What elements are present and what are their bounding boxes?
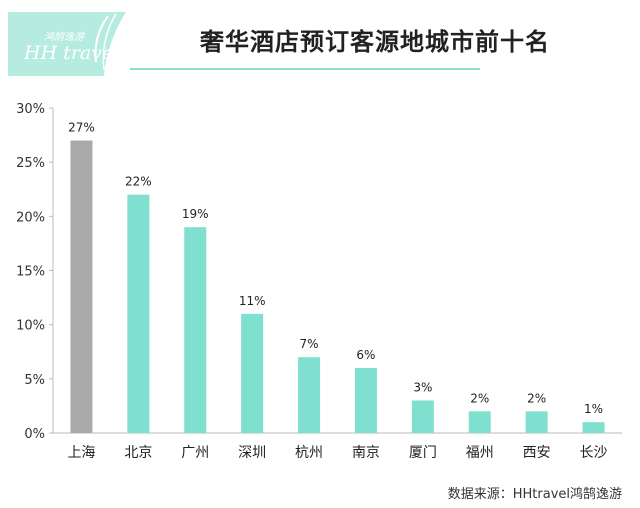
bar	[127, 194, 150, 433]
x-tick-label: 北京	[124, 445, 152, 461]
data-label: 27%	[68, 121, 95, 135]
data-label: 19%	[182, 207, 209, 221]
data-label: 7%	[300, 337, 319, 351]
x-tick-label: 厦门	[409, 445, 437, 461]
y-tick-label: 10%	[16, 319, 45, 334]
bar	[525, 411, 548, 433]
y-tick-label: 30%	[16, 102, 45, 117]
logo-shape	[8, 12, 126, 76]
data-label: 2%	[527, 391, 546, 405]
x-tick-label: 长沙	[580, 445, 608, 461]
y-tick-label: 5%	[24, 373, 45, 388]
x-tick-label: 南京	[352, 445, 380, 461]
y-tick-label: 15%	[16, 265, 45, 280]
data-label: 11%	[239, 294, 266, 308]
logo-subtitle: 鸿鹄逸游	[44, 32, 84, 43]
x-tick-label: 广州	[181, 445, 209, 461]
data-label: 3%	[413, 381, 432, 395]
x-tick-label: 深圳	[238, 445, 266, 461]
bar	[241, 313, 264, 433]
bar	[184, 227, 207, 433]
y-tick-label: 20%	[16, 210, 45, 225]
data-label: 6%	[356, 348, 375, 362]
title-underline	[130, 68, 480, 70]
bar	[70, 140, 93, 433]
page-title: 奢华酒店预订客源地城市前十名	[200, 28, 550, 56]
bar	[411, 400, 434, 433]
data-label: 22%	[125, 175, 152, 189]
bar	[582, 422, 605, 433]
source-note: 数据来源：HHtravel鸿鹄逸游	[447, 487, 622, 502]
data-label: 1%	[584, 402, 603, 416]
logo-name: HH travel	[24, 42, 120, 64]
x-tick-label: 福州	[466, 445, 494, 461]
x-tick-label: 杭州	[295, 445, 323, 461]
y-tick-label: 0%	[24, 427, 45, 442]
y-tick-label: 25%	[16, 156, 45, 171]
data-label: 2%	[470, 391, 489, 405]
x-tick-label: 西安	[523, 445, 551, 461]
bar	[354, 368, 377, 433]
x-tick-label: 上海	[67, 445, 95, 461]
bar	[298, 357, 321, 433]
bar	[468, 411, 491, 433]
brand-logo: 鸿鹄逸游 HH travel	[8, 12, 126, 76]
